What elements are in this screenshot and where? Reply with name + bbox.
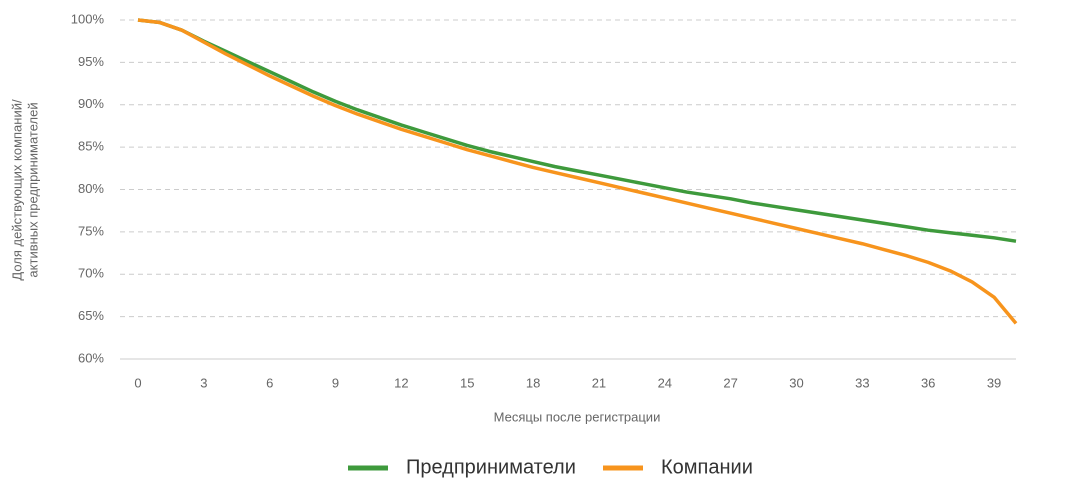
legend-label: Компании xyxy=(661,456,753,478)
y-tick-label: 75% xyxy=(78,223,104,238)
y-tick-label: 85% xyxy=(78,139,104,154)
x-tick-label: 27 xyxy=(723,375,737,390)
y-tick-label: 80% xyxy=(78,181,104,196)
x-tick-label: 21 xyxy=(592,375,606,390)
y-tick-label: 70% xyxy=(78,266,104,281)
x-tick-label: 0 xyxy=(134,375,141,390)
x-tick-label: 9 xyxy=(332,375,339,390)
x-tick-label: 6 xyxy=(266,375,273,390)
y-tick-label: 90% xyxy=(78,96,104,111)
y-tick-label: 60% xyxy=(78,350,104,365)
series-line xyxy=(137,18,1018,325)
x-tick-label: 39 xyxy=(987,375,1001,390)
legend-label: Предприниматели xyxy=(406,456,576,478)
y-tick-label: 100% xyxy=(71,11,105,26)
y-axis-label: активных предпринимателей xyxy=(25,102,40,277)
x-tick-label: 36 xyxy=(921,375,935,390)
x-tick-label: 30 xyxy=(789,375,803,390)
x-tick-label: 24 xyxy=(658,375,672,390)
x-axis-label: Месяцы после регистрации xyxy=(494,409,661,424)
y-axis-label: Доля действующих компаний/ xyxy=(9,99,24,281)
x-tick-label: 18 xyxy=(526,375,540,390)
x-tick-label: 3 xyxy=(200,375,207,390)
x-tick-label: 33 xyxy=(855,375,869,390)
x-tick-label: 15 xyxy=(460,375,474,390)
y-tick-label: 95% xyxy=(78,54,104,69)
x-tick-label: 12 xyxy=(394,375,408,390)
series-line xyxy=(137,18,1017,243)
y-tick-label: 65% xyxy=(78,308,104,323)
